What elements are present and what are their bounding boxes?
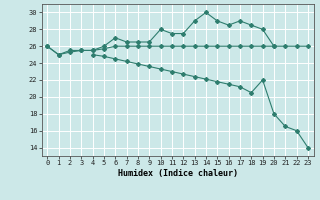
X-axis label: Humidex (Indice chaleur): Humidex (Indice chaleur)	[118, 169, 237, 178]
